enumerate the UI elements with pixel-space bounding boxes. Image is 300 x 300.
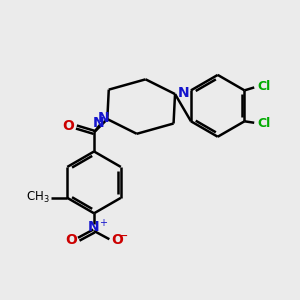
Text: O: O [111,233,123,247]
Text: N: N [178,85,190,100]
Text: Cl: Cl [257,80,270,93]
Text: Cl: Cl [257,117,270,130]
Text: CH$_3$: CH$_3$ [26,190,50,206]
Text: N: N [88,220,100,234]
Text: O: O [62,119,74,133]
Text: O: O [65,233,77,247]
Text: −: − [118,230,128,243]
Text: N: N [98,111,110,124]
Text: +: + [99,218,107,228]
Text: N: N [93,116,105,130]
